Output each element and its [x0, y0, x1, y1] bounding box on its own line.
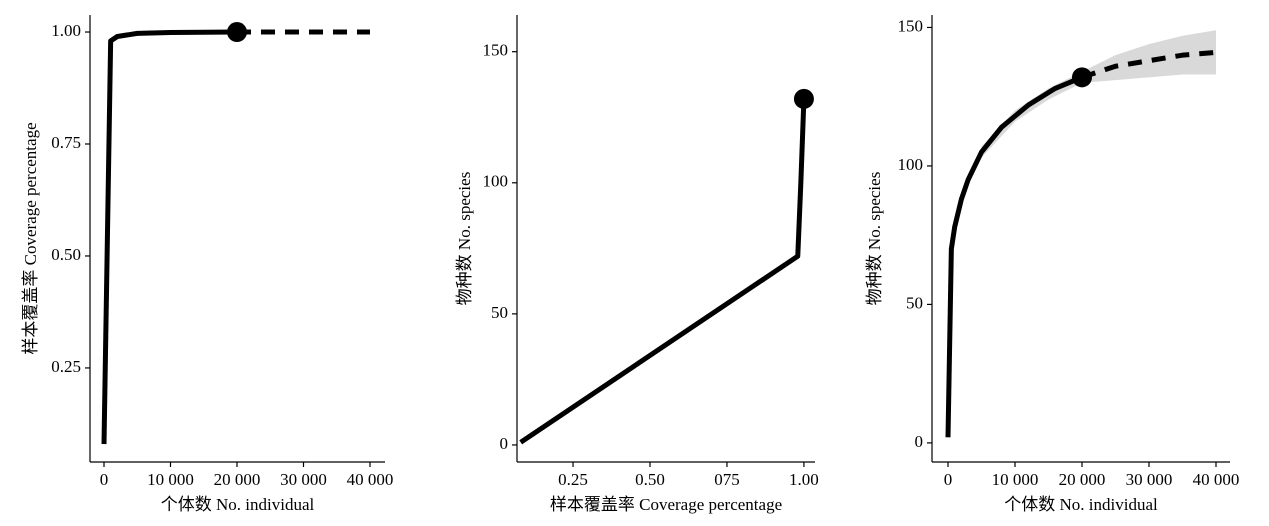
y-tick-label: 0.25	[51, 357, 81, 376]
x-tick-label: 0	[100, 470, 109, 489]
observed-point	[226, 22, 247, 43]
x-tick-label: 20 000	[1059, 470, 1106, 489]
y-axis-label: 物种数 No. species	[865, 172, 884, 306]
x-tick-label: 075	[714, 470, 740, 489]
y-tick-label: 1.00	[51, 21, 81, 40]
x-tick-label: 10 000	[147, 470, 194, 489]
x-tick-label: 0	[944, 470, 953, 489]
x-axis-label: 样本覆盖率 Coverage percentage	[550, 495, 782, 514]
y-tick-label: 100	[483, 172, 509, 191]
x-axis-label: 个体数 No. individual	[161, 495, 315, 514]
x-tick-label: 1.00	[789, 470, 819, 489]
y-axis-label: 物种数 No. species	[455, 172, 474, 306]
x-tick-label: 40 000	[1193, 470, 1240, 489]
interpolation-line	[945, 75, 1083, 438]
y-axis-label: 样本覆盖率 Coverage percentage	[21, 122, 40, 354]
x-tick-label: 0.25	[558, 470, 588, 489]
y-tick-label: 0.75	[51, 133, 81, 152]
x-axis-label: 个体数 No. individual	[1004, 495, 1158, 514]
x-tick-label: 0.50	[635, 470, 665, 489]
x-tick-label: 10 000	[992, 470, 1039, 489]
y-tick-label: 100	[898, 155, 924, 174]
x-tick-label: 30 000	[1126, 470, 1173, 489]
y-tick-label: 50	[491, 303, 508, 322]
observed-point	[793, 88, 814, 109]
interpolation-line	[101, 29, 238, 445]
x-tick-label: 40 000	[347, 470, 394, 489]
y-tick-label: 150	[483, 41, 509, 60]
y-tick-label: 0.50	[51, 245, 81, 264]
y-tick-label: 50	[906, 293, 923, 312]
x-tick-label: 20 000	[214, 470, 261, 489]
interpolation-line	[519, 98, 807, 445]
y-tick-label: 150	[898, 16, 924, 35]
y-tick-label: 0	[500, 434, 509, 453]
confidence-band	[981, 30, 1216, 158]
observed-point	[1071, 67, 1092, 88]
y-tick-label: 0	[915, 432, 924, 451]
x-tick-label: 30 000	[280, 470, 327, 489]
